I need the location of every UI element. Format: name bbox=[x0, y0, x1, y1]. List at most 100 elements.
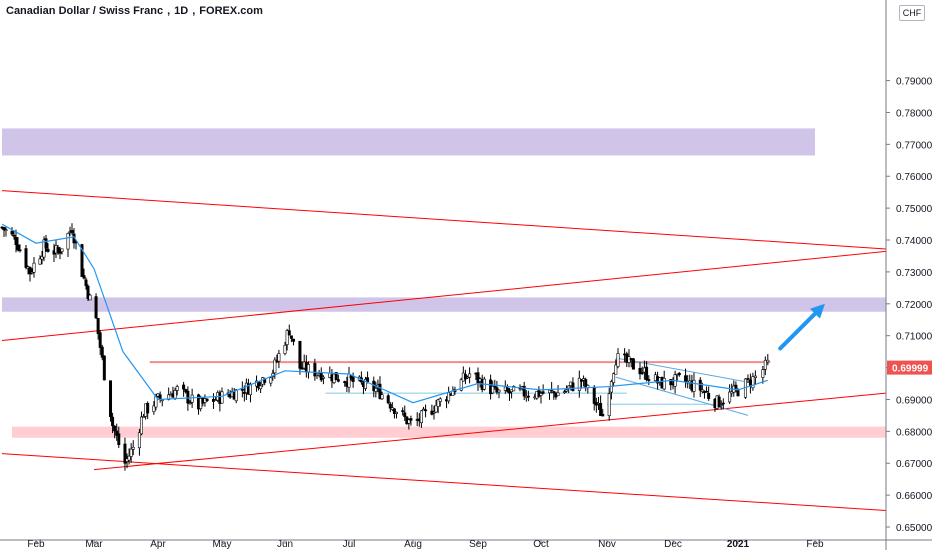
zones-layer bbox=[2, 128, 886, 438]
candle-down bbox=[240, 388, 244, 391]
price-tick-label: 0.79000 bbox=[896, 77, 932, 88]
candle-up bbox=[692, 379, 696, 392]
candle-up bbox=[248, 384, 252, 396]
candle-down bbox=[70, 230, 74, 233]
candle-down bbox=[58, 252, 62, 254]
candle-down bbox=[292, 338, 296, 342]
interval[interactable]: 1D bbox=[174, 5, 189, 17]
candle-up bbox=[616, 353, 620, 367]
candle-up bbox=[285, 330, 289, 345]
moving-average-layer bbox=[1, 223, 768, 404]
time-tick-label: Feb bbox=[27, 539, 45, 550]
forecast-arrow-head bbox=[810, 303, 825, 319]
candle-down bbox=[631, 358, 635, 370]
supply-zone-0 bbox=[2, 128, 815, 156]
supply-zone-1 bbox=[2, 297, 886, 312]
candle-up bbox=[283, 344, 287, 354]
candle-up bbox=[432, 411, 436, 414]
symbol-name: Canadian Dollar / Swiss Franc bbox=[6, 5, 164, 17]
candle-up bbox=[459, 379, 463, 391]
candle-down bbox=[526, 395, 530, 398]
candle-up bbox=[42, 239, 46, 258]
time-tick-label: Mar bbox=[85, 539, 103, 550]
price-tick-label: 0.73000 bbox=[896, 268, 932, 279]
candle-up bbox=[565, 389, 569, 392]
candle-up bbox=[129, 448, 133, 457]
time-tick-label: Jun bbox=[277, 539, 293, 550]
candle-down bbox=[98, 332, 102, 348]
candle-down bbox=[24, 248, 28, 268]
price-tick-label: 0.78000 bbox=[896, 108, 932, 119]
candle-down bbox=[300, 367, 304, 370]
candle-down bbox=[592, 386, 596, 404]
candle-up bbox=[306, 364, 310, 373]
candle-down bbox=[645, 366, 649, 381]
candle-up bbox=[321, 376, 325, 379]
candle-up bbox=[577, 377, 581, 391]
candle-up bbox=[556, 392, 560, 396]
candle-up bbox=[66, 233, 70, 250]
candle-down bbox=[746, 378, 750, 380]
candle-up bbox=[438, 398, 442, 402]
time-tick-label: Dec bbox=[664, 539, 682, 550]
candle-up bbox=[173, 390, 177, 399]
candle-down bbox=[734, 384, 738, 389]
candle-down bbox=[205, 398, 209, 402]
candle-down bbox=[82, 275, 86, 279]
candle-up bbox=[468, 373, 472, 378]
candle-down bbox=[386, 395, 390, 404]
candle-down bbox=[10, 230, 14, 235]
currency-button[interactable]: CHF bbox=[899, 5, 925, 21]
candle-up bbox=[190, 394, 194, 403]
trend-lines bbox=[1, 190, 886, 512]
candle-up bbox=[562, 391, 566, 394]
time-tick-label: Oct bbox=[533, 539, 549, 550]
drawing-lines-layer bbox=[1, 190, 886, 512]
candle-up bbox=[751, 376, 755, 389]
candle-up bbox=[137, 432, 141, 449]
candle-down bbox=[289, 335, 293, 339]
candle-down bbox=[599, 403, 603, 417]
candle-up bbox=[394, 411, 398, 414]
candle-down bbox=[638, 368, 642, 375]
candle-down bbox=[552, 391, 556, 394]
candle-down bbox=[721, 402, 725, 405]
time-tick-label: Aug bbox=[404, 539, 422, 550]
candle-down bbox=[717, 396, 721, 408]
candle-down bbox=[378, 383, 382, 399]
candle-up bbox=[614, 364, 618, 375]
candle-down bbox=[493, 385, 497, 388]
candle-up bbox=[419, 410, 423, 424]
candle-up bbox=[269, 377, 273, 384]
candle-up bbox=[32, 262, 36, 273]
candle-up bbox=[766, 359, 770, 363]
candle-up bbox=[131, 446, 135, 450]
candle-up bbox=[612, 373, 616, 383]
candle-down bbox=[287, 330, 291, 336]
title-sep: , bbox=[192, 5, 196, 17]
price-tick-label: 0.69000 bbox=[896, 395, 932, 406]
candle-down bbox=[102, 355, 106, 381]
candle-down bbox=[351, 376, 355, 382]
candle-down bbox=[334, 371, 338, 381]
candle-up bbox=[88, 294, 92, 301]
candle-down bbox=[146, 402, 150, 414]
candle-down bbox=[16, 244, 20, 251]
candle-down bbox=[705, 390, 709, 393]
price-tick-label: 0.75000 bbox=[896, 204, 932, 215]
candle-down bbox=[94, 296, 98, 319]
candle-down bbox=[736, 389, 740, 397]
candle-up bbox=[719, 404, 723, 406]
candle-up bbox=[728, 391, 732, 403]
candle-down bbox=[669, 379, 673, 386]
candle-down bbox=[698, 379, 702, 391]
candle-up bbox=[607, 393, 611, 417]
candle-down bbox=[109, 380, 113, 418]
candle-up bbox=[127, 455, 131, 461]
candle-up bbox=[167, 394, 171, 400]
candle-up bbox=[491, 385, 495, 394]
candle-down bbox=[182, 384, 186, 390]
candle-up bbox=[4, 229, 8, 231]
candle-down bbox=[522, 385, 526, 397]
